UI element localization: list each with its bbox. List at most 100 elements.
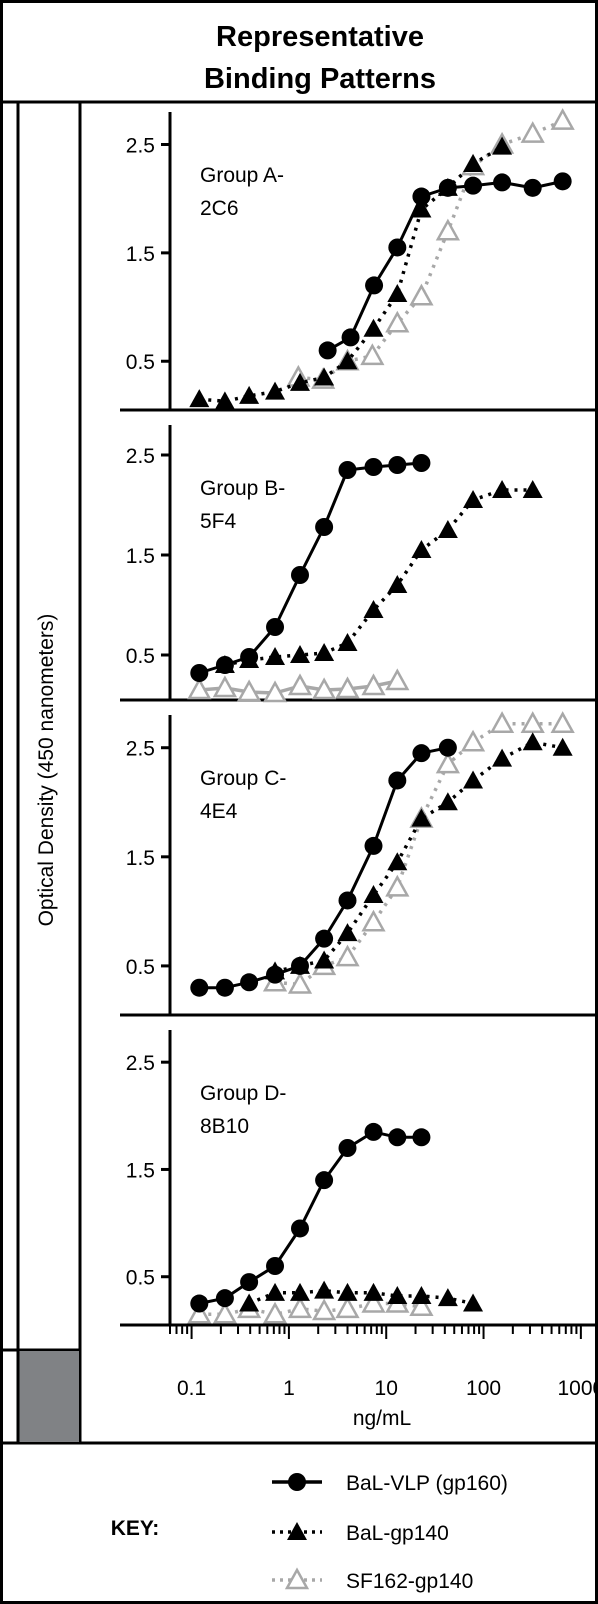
data-point <box>523 178 542 197</box>
y-tick-label: 1.5 <box>126 545 155 568</box>
series-line <box>224 488 533 667</box>
panel-title-line-2: 8B10 <box>200 1115 249 1138</box>
data-point <box>337 351 358 370</box>
series-line <box>198 461 422 675</box>
data-point <box>387 575 408 593</box>
data-point <box>315 518 334 536</box>
panel-title-line-1: Group C- <box>200 767 286 790</box>
data-point <box>492 480 513 498</box>
data-point <box>240 973 259 992</box>
data-point <box>314 643 335 661</box>
data-point <box>492 136 513 155</box>
data-point <box>387 284 408 303</box>
panel-4: 0.5 1.5 2.5 Group D- 8B10 <box>120 1030 598 1327</box>
data-point <box>289 372 310 391</box>
data-point <box>492 748 513 767</box>
data-point <box>262 680 288 703</box>
series-bal-vlp-gp160- <box>190 738 457 997</box>
data-point <box>212 675 238 698</box>
x-tick-label: 1 <box>283 1377 295 1400</box>
data-point <box>311 677 337 700</box>
data-point <box>190 664 209 682</box>
series-line <box>198 1130 422 1305</box>
panel-1: 0.5 1.5 2.5 Group A- 2C6 <box>120 108 598 412</box>
series-bal-gp140 <box>214 480 543 673</box>
data-point <box>314 1280 335 1299</box>
series-sf162-gp140 <box>262 711 575 994</box>
data-point <box>215 978 234 997</box>
data-point <box>239 385 260 404</box>
data-point <box>552 737 573 756</box>
data-point <box>363 1282 384 1301</box>
legend-label: BaL-VLP (gp160) <box>346 1472 508 1495</box>
data-point <box>361 909 386 932</box>
series-bal-gp140 <box>265 732 573 980</box>
legend-entry: BaL-gp140 <box>272 1522 449 1545</box>
data-point <box>438 178 457 197</box>
data-point <box>337 633 358 651</box>
x-tick-label: 0.1 <box>177 1377 206 1400</box>
legend-entry: SF162-gp140 <box>272 1567 473 1593</box>
data-point <box>335 944 360 967</box>
data-point <box>520 121 545 143</box>
title-line-2: Binding Patterns <box>204 63 436 95</box>
data-point <box>214 391 235 410</box>
data-point <box>409 283 434 306</box>
data-point <box>463 154 484 173</box>
data-point <box>522 732 543 751</box>
y-tick-label: 1.5 <box>126 847 155 870</box>
data-point <box>240 648 259 666</box>
y-tick-label: 0.5 <box>126 956 155 979</box>
panel-title-line-1: Group A- <box>200 164 284 187</box>
data-point <box>363 318 384 337</box>
data-point <box>212 1301 238 1324</box>
data-point <box>388 238 407 257</box>
y-tick-label: 0.5 <box>126 1267 155 1290</box>
y-tick-label: 2.5 <box>126 445 155 468</box>
data-point <box>489 711 515 733</box>
data-point <box>385 668 410 691</box>
data-point <box>411 1286 432 1305</box>
data-point <box>388 1128 407 1147</box>
data-point <box>315 929 334 948</box>
gray-block <box>18 1351 79 1442</box>
data-point <box>236 679 262 702</box>
data-point <box>412 1128 431 1147</box>
data-point <box>364 836 383 855</box>
series-bal-vlp-gp160- <box>318 172 572 360</box>
panel-title-line-2: 2C6 <box>200 197 239 220</box>
legend-label: SF162-gp140 <box>346 1570 473 1593</box>
data-point <box>463 1293 484 1312</box>
data-point <box>550 108 575 130</box>
x-tick-label: 10 <box>375 1377 398 1400</box>
data-point <box>215 1289 234 1308</box>
data-point <box>385 874 410 897</box>
data-point <box>438 738 457 757</box>
data-point <box>553 172 572 191</box>
data-point <box>341 328 360 347</box>
data-point <box>190 978 209 997</box>
data-point <box>289 645 310 663</box>
legend: KEY: BaL-VLP (gp160) BaL-gp140 SF162-gp140 <box>111 1472 508 1593</box>
data-point <box>189 389 210 408</box>
x-axis: 0.1 1 10 100 1000 <box>169 1325 598 1400</box>
data-point <box>290 956 309 975</box>
data-point <box>315 1171 334 1190</box>
data-point <box>437 1288 458 1307</box>
data-point <box>388 456 407 474</box>
data-point <box>550 711 575 733</box>
data-point <box>187 1301 212 1324</box>
legend-marker <box>287 1522 307 1540</box>
data-point <box>361 1290 386 1313</box>
data-point <box>318 341 337 360</box>
data-point <box>314 950 335 969</box>
data-point <box>387 852 408 871</box>
data-point <box>289 1282 310 1301</box>
data-point <box>387 1286 408 1305</box>
data-point <box>335 1296 360 1319</box>
data-point <box>337 923 358 942</box>
data-point <box>463 490 484 508</box>
x-axis-label: ng/mL <box>353 1407 411 1430</box>
data-point <box>363 600 384 618</box>
